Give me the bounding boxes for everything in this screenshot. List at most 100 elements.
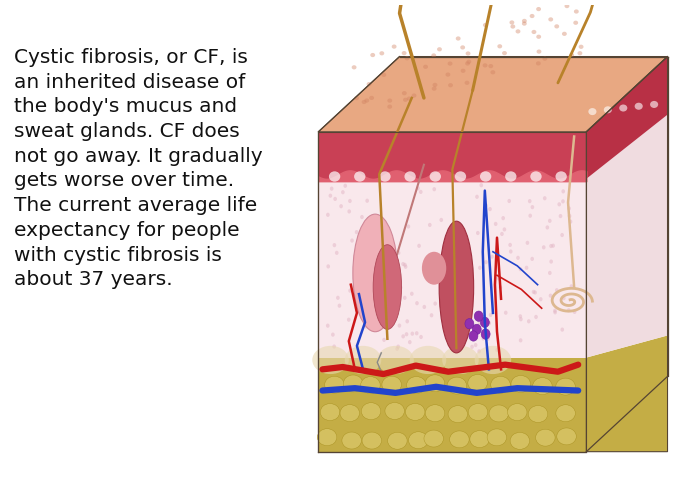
Ellipse shape [428,223,432,227]
Ellipse shape [519,314,522,318]
Ellipse shape [342,432,361,449]
Ellipse shape [351,65,356,70]
Ellipse shape [536,61,541,65]
Ellipse shape [401,262,405,266]
Ellipse shape [454,266,457,270]
Ellipse shape [399,286,402,290]
Ellipse shape [491,376,510,393]
Ellipse shape [482,336,485,340]
Ellipse shape [407,224,410,228]
Ellipse shape [326,324,330,328]
Ellipse shape [554,24,559,28]
Ellipse shape [415,331,419,336]
Ellipse shape [553,309,556,313]
Ellipse shape [397,251,400,255]
Ellipse shape [379,51,384,55]
Ellipse shape [574,10,579,13]
Ellipse shape [465,61,470,66]
Ellipse shape [417,244,421,248]
Ellipse shape [559,214,562,218]
Ellipse shape [543,196,547,200]
Ellipse shape [426,375,444,392]
Ellipse shape [548,17,553,22]
Ellipse shape [533,290,537,295]
Ellipse shape [468,335,472,338]
Ellipse shape [650,101,658,108]
Ellipse shape [391,310,395,314]
Ellipse shape [620,105,627,111]
Ellipse shape [354,96,359,100]
Ellipse shape [405,319,409,324]
Ellipse shape [462,320,466,324]
Ellipse shape [382,376,401,393]
Ellipse shape [550,260,553,264]
Ellipse shape [388,432,407,449]
Ellipse shape [398,324,401,328]
Ellipse shape [553,310,557,314]
Ellipse shape [549,294,552,298]
Ellipse shape [469,331,478,341]
Ellipse shape [473,324,481,335]
Ellipse shape [466,51,470,56]
Ellipse shape [556,378,575,395]
Polygon shape [587,336,668,452]
Ellipse shape [390,239,393,243]
Ellipse shape [522,22,526,26]
Ellipse shape [404,264,407,269]
Ellipse shape [375,264,379,268]
Ellipse shape [542,57,547,61]
Ellipse shape [515,29,520,34]
Ellipse shape [361,268,365,272]
Polygon shape [318,132,587,179]
Ellipse shape [355,230,358,234]
Ellipse shape [519,317,523,322]
Ellipse shape [370,320,374,324]
Ellipse shape [487,321,491,325]
Ellipse shape [331,333,335,337]
Ellipse shape [326,264,330,268]
Ellipse shape [470,345,474,349]
Ellipse shape [408,340,412,344]
Ellipse shape [570,284,573,288]
Ellipse shape [333,197,337,201]
Ellipse shape [361,403,381,420]
Ellipse shape [456,278,460,283]
Ellipse shape [476,231,480,235]
Ellipse shape [532,290,536,294]
Ellipse shape [369,96,374,100]
Ellipse shape [405,404,425,420]
Ellipse shape [415,301,419,305]
Ellipse shape [508,199,511,203]
Ellipse shape [557,202,561,206]
Ellipse shape [387,105,392,109]
Ellipse shape [530,14,535,18]
Ellipse shape [433,187,436,192]
Ellipse shape [491,70,496,74]
Ellipse shape [432,86,437,91]
Ellipse shape [423,305,426,309]
Ellipse shape [568,219,573,224]
Ellipse shape [382,278,386,283]
Ellipse shape [500,232,504,236]
Ellipse shape [509,250,512,253]
Ellipse shape [384,228,388,232]
Ellipse shape [439,221,474,353]
Polygon shape [318,57,668,132]
Ellipse shape [321,404,340,420]
Ellipse shape [401,334,405,338]
Ellipse shape [460,45,465,49]
Ellipse shape [398,289,402,293]
Ellipse shape [569,53,574,57]
Ellipse shape [560,233,564,237]
Ellipse shape [477,349,481,353]
Ellipse shape [495,348,499,352]
Ellipse shape [410,346,447,374]
Ellipse shape [510,24,515,29]
Ellipse shape [548,271,552,275]
Ellipse shape [329,171,340,181]
Ellipse shape [528,214,532,218]
Ellipse shape [489,64,493,68]
Ellipse shape [589,108,596,115]
Ellipse shape [505,171,517,181]
Ellipse shape [387,98,392,103]
